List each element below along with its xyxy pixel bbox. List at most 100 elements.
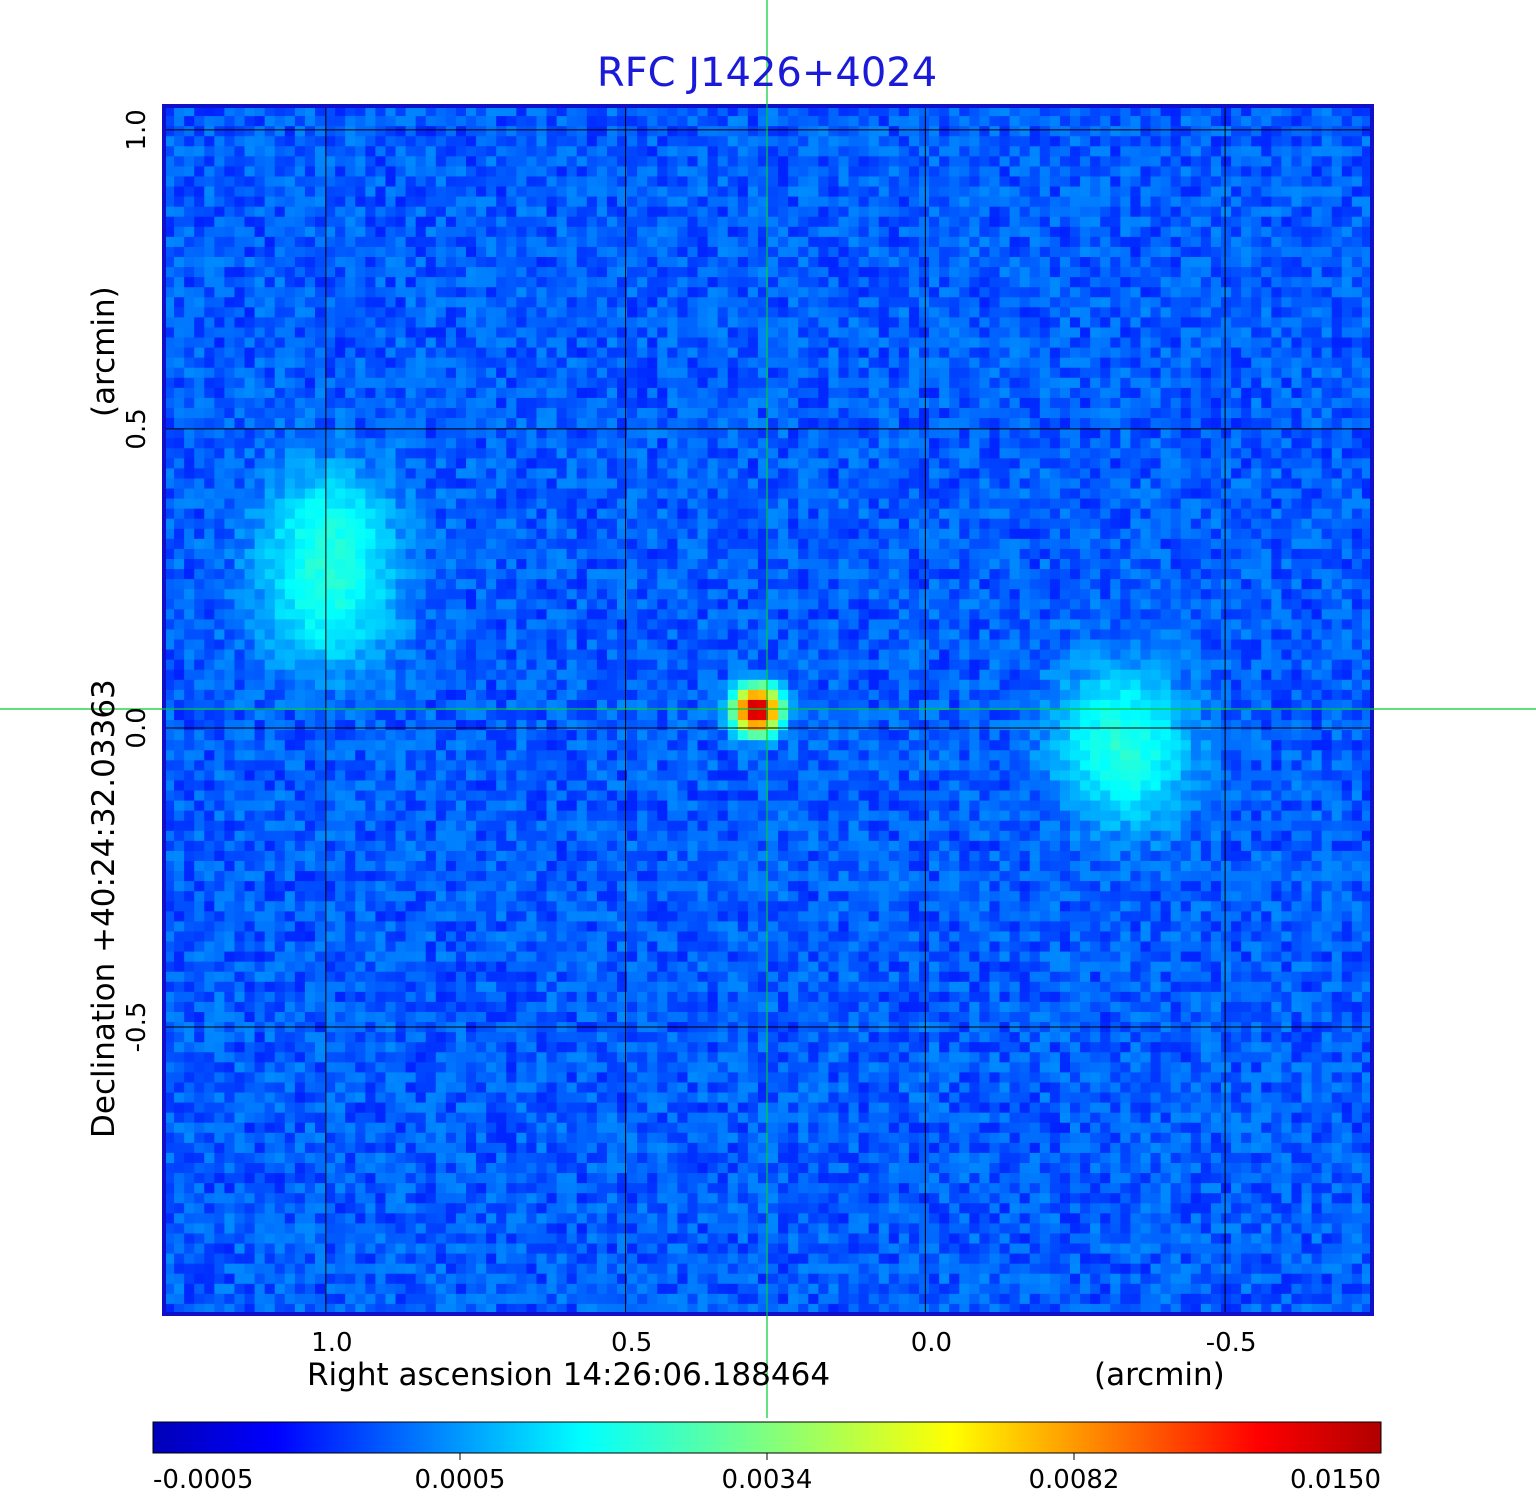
- image-pixel: [1160, 438, 1172, 449]
- image-pixel: [546, 267, 558, 278]
- image-pixel: [546, 277, 558, 288]
- image-pixel: [496, 267, 507, 278]
- image-pixel: [556, 337, 568, 349]
- image-pixel: [516, 287, 527, 298]
- image-pixel: [445, 277, 457, 288]
- image-pixel: [687, 156, 699, 167]
- image-pixel: [617, 357, 628, 369]
- image-pixel: [566, 206, 578, 218]
- image-pixel: [516, 106, 527, 117]
- image-pixel: [506, 206, 517, 218]
- image-pixel: [1059, 408, 1071, 419]
- image-pixel: [385, 236, 397, 248]
- image-pixel: [234, 387, 246, 399]
- image-pixel: [546, 468, 558, 480]
- image-pixel: [1019, 206, 1031, 218]
- image-pixel: [1180, 508, 1192, 520]
- image-pixel: [888, 448, 900, 459]
- image-pixel: [908, 518, 920, 530]
- image-pixel: [576, 458, 588, 469]
- image-pixel: [335, 196, 346, 208]
- image-pixel: [1029, 438, 1041, 449]
- image-pixel: [778, 367, 789, 379]
- image-pixel: [939, 458, 950, 469]
- image-pixel: [375, 518, 387, 530]
- image-pixel: [1361, 156, 1373, 167]
- image-pixel: [1281, 206, 1293, 218]
- image-pixel: [244, 257, 256, 268]
- image-pixel: [1261, 297, 1272, 308]
- image-pixel: [214, 257, 225, 268]
- image-pixel: [566, 176, 578, 188]
- image-pixel: [737, 337, 749, 349]
- image-pixel: [214, 347, 225, 359]
- image-pixel: [697, 367, 709, 379]
- image-pixel: [526, 226, 538, 238]
- image-pixel: [707, 176, 719, 188]
- image-pixel: [1200, 397, 1212, 409]
- image-pixel: [1120, 106, 1131, 117]
- image-pixel: [1070, 438, 1081, 449]
- image-pixel: [526, 357, 538, 369]
- image-pixel: [808, 206, 819, 218]
- image-pixel: [999, 488, 1011, 500]
- image-pixel: [989, 327, 1001, 339]
- image-pixel: [476, 206, 487, 218]
- image-pixel: [244, 428, 256, 439]
- image-pixel: [1251, 206, 1262, 218]
- image-pixel: [969, 478, 980, 490]
- image-pixel: [647, 387, 658, 399]
- image-pixel: [747, 196, 759, 208]
- image-pixel: [254, 387, 266, 399]
- image-pixel: [1059, 337, 1071, 349]
- image-pixel: [174, 287, 185, 298]
- image-pixel: [204, 418, 215, 429]
- image-pixel: [1341, 146, 1353, 157]
- image-pixel: [466, 226, 477, 238]
- image-pixel: [476, 367, 487, 379]
- image-pixel: [1321, 448, 1333, 459]
- image-pixel: [1160, 166, 1172, 178]
- image-pixel: [617, 307, 628, 318]
- image-pixel: [929, 216, 940, 228]
- image-pixel: [274, 206, 286, 218]
- image-pixel: [1321, 478, 1333, 490]
- image-pixel: [617, 397, 628, 409]
- image-pixel: [788, 136, 799, 147]
- image-pixel: [1059, 106, 1071, 117]
- image-pixel: [164, 357, 175, 369]
- image-pixel: [1029, 257, 1041, 268]
- image-pixel: [395, 327, 407, 339]
- image-pixel: [637, 468, 648, 480]
- image-pixel: [818, 357, 829, 369]
- image-pixel: [445, 428, 457, 439]
- image-pixel: [244, 488, 256, 500]
- image-pixel: [657, 307, 668, 318]
- image-pixel: [798, 418, 809, 429]
- image-pixel: [808, 196, 819, 208]
- image-pixel: [838, 468, 850, 480]
- image-pixel: [224, 106, 236, 117]
- image-pixel: [596, 307, 608, 318]
- image-pixel: [1311, 387, 1323, 399]
- image-pixel: [506, 116, 517, 127]
- image-pixel: [244, 508, 256, 520]
- image-pixel: [1120, 468, 1131, 480]
- image-pixel: [365, 337, 376, 349]
- image-pixel: [264, 146, 276, 157]
- image-pixel: [848, 196, 860, 208]
- image-pixel: [355, 337, 366, 349]
- image-pixel: [496, 448, 507, 459]
- image-pixel: [174, 478, 185, 490]
- image-pixel: [596, 508, 608, 520]
- image-pixel: [1341, 488, 1353, 500]
- image-pixel: [1110, 488, 1121, 500]
- image-pixel: [184, 307, 195, 318]
- image-pixel: [526, 287, 538, 298]
- image-pixel: [274, 226, 286, 238]
- image-pixel: [455, 216, 467, 228]
- image-pixel: [898, 307, 910, 318]
- image-pixel: [878, 226, 890, 238]
- image-pixel: [657, 387, 668, 399]
- image-pixel: [959, 347, 970, 359]
